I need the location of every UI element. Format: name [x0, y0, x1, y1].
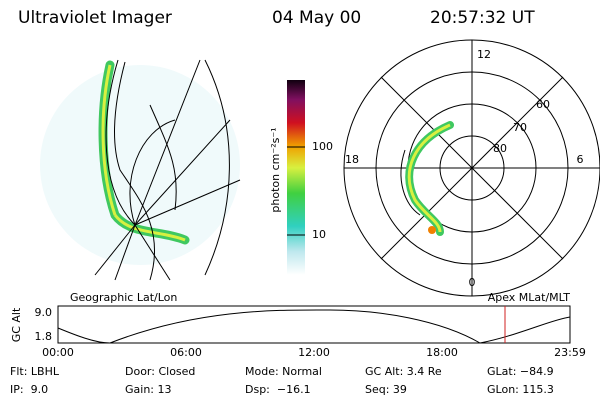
footer-field: Door: Closed [125, 365, 195, 378]
colorbar-tick-label: 10 [312, 228, 326, 241]
altitude-tick-label: 9.0 [35, 306, 53, 319]
mlt-label: 6 [577, 153, 584, 166]
panel-label: Apex MLat/MLT [488, 291, 571, 304]
altitude-axis-label: GC Alt [10, 307, 23, 342]
footer: Flt: LBHL Door: Closed Mode: Normal GC Alt:… [10, 365, 554, 396]
altitude-curve [57, 309, 571, 344]
geographic-image [40, 59, 241, 281]
lat-label: 60 [536, 98, 550, 111]
mlt-label: 12 [477, 48, 491, 61]
mlt-label: 0 [469, 276, 476, 289]
footer-field: GC Alt: 3.4 Re [365, 365, 442, 378]
title: Ultraviolet Imager [18, 8, 172, 28]
colorbar-tick-label: 100 [312, 140, 333, 153]
time: 20:57:32 UT [430, 8, 535, 28]
time-tick-label: 06:00 [170, 346, 202, 359]
lat-label: 80 [493, 142, 507, 155]
footer-field: Seq: 39 [365, 383, 407, 396]
altitude-frame [57, 305, 571, 344]
footer-field: Mode: Normal [245, 365, 322, 378]
footer-field: IP: 9.0 [10, 383, 48, 396]
footer-field: GLat: −84.9 [487, 365, 554, 378]
footer-field: Dsp: −16.1 [245, 383, 311, 396]
lat-label: 70 [513, 121, 527, 134]
colorbar-label: photon cm⁻²s⁻¹ [269, 127, 282, 212]
footer-field: Flt: LBHL [10, 365, 60, 378]
time-tick-label: 23:59 [554, 346, 586, 359]
mlt-label: 18 [345, 153, 359, 166]
altitude-tick-label: 1.8 [35, 330, 53, 343]
time-tick-label: 12:00 [298, 346, 330, 359]
footer-field: GLon: 115.3 [487, 383, 554, 396]
polar-plot [343, 39, 600, 297]
time-tick-label: 18:00 [426, 346, 458, 359]
footer-field: Gain: 13 [125, 383, 172, 396]
date: 04 May 00 [272, 8, 361, 28]
colorbar [287, 80, 305, 275]
panel-label: Geographic Lat/Lon [70, 291, 177, 304]
time-tick-label: 00:00 [42, 346, 74, 359]
time-ticks: 00:00 06:00 12:00 18:00 23:59 [42, 346, 586, 359]
